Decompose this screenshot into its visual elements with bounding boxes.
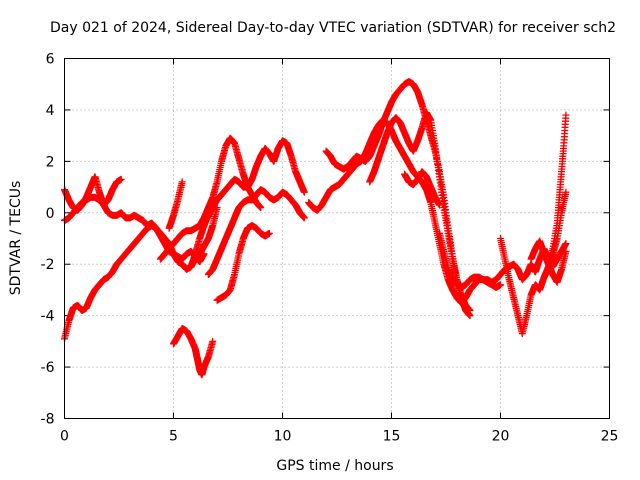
grid-lines <box>64 58 610 419</box>
plus-markers <box>527 237 570 286</box>
series-sat-h <box>204 186 308 278</box>
plus-markers <box>170 325 217 379</box>
chart-title: Day 021 of 2024, Sidereal Day-to-day VTE… <box>50 20 616 36</box>
series-sat-d <box>170 325 217 379</box>
series-sat-m <box>401 168 443 209</box>
series-sat-q <box>527 237 570 286</box>
x-tick-label: 0 <box>60 429 69 445</box>
data-points <box>61 78 570 379</box>
plus-markers <box>61 222 208 343</box>
y-tick-label: -8 <box>41 412 55 428</box>
series-sat-c <box>61 222 208 343</box>
y-tick-label: -2 <box>41 257 55 273</box>
y-tick-label: 4 <box>46 103 55 119</box>
x-tick-label: 25 <box>601 429 619 445</box>
x-axis-label: GPS time / hours <box>276 458 393 474</box>
plot-frame <box>64 58 610 419</box>
plus-markers <box>165 178 186 232</box>
plus-markers <box>401 168 443 209</box>
series-sat-i <box>213 222 273 304</box>
y-tick-label: -4 <box>41 309 55 325</box>
x-tick-label: 20 <box>492 429 510 445</box>
plus-markers <box>187 137 308 271</box>
plus-markers <box>204 186 308 278</box>
series-sat-p <box>540 111 570 281</box>
series-sat-a <box>61 173 125 214</box>
y-tick-label: -6 <box>41 360 55 376</box>
series-sat-f <box>165 178 186 232</box>
y-tick-label: 2 <box>46 154 55 170</box>
plus-markers <box>213 222 273 304</box>
plus-markers <box>61 173 125 214</box>
x-tick-label: 15 <box>383 429 401 445</box>
y-tick-label: 6 <box>46 52 55 68</box>
plus-markers <box>540 111 570 281</box>
series-sat-g <box>187 137 308 271</box>
x-tick-label: 5 <box>169 429 178 445</box>
y-axis-label: SDTVAR / TECUs <box>8 181 24 296</box>
x-tick-label: 10 <box>274 429 292 445</box>
y-tick-label: 0 <box>46 206 55 222</box>
